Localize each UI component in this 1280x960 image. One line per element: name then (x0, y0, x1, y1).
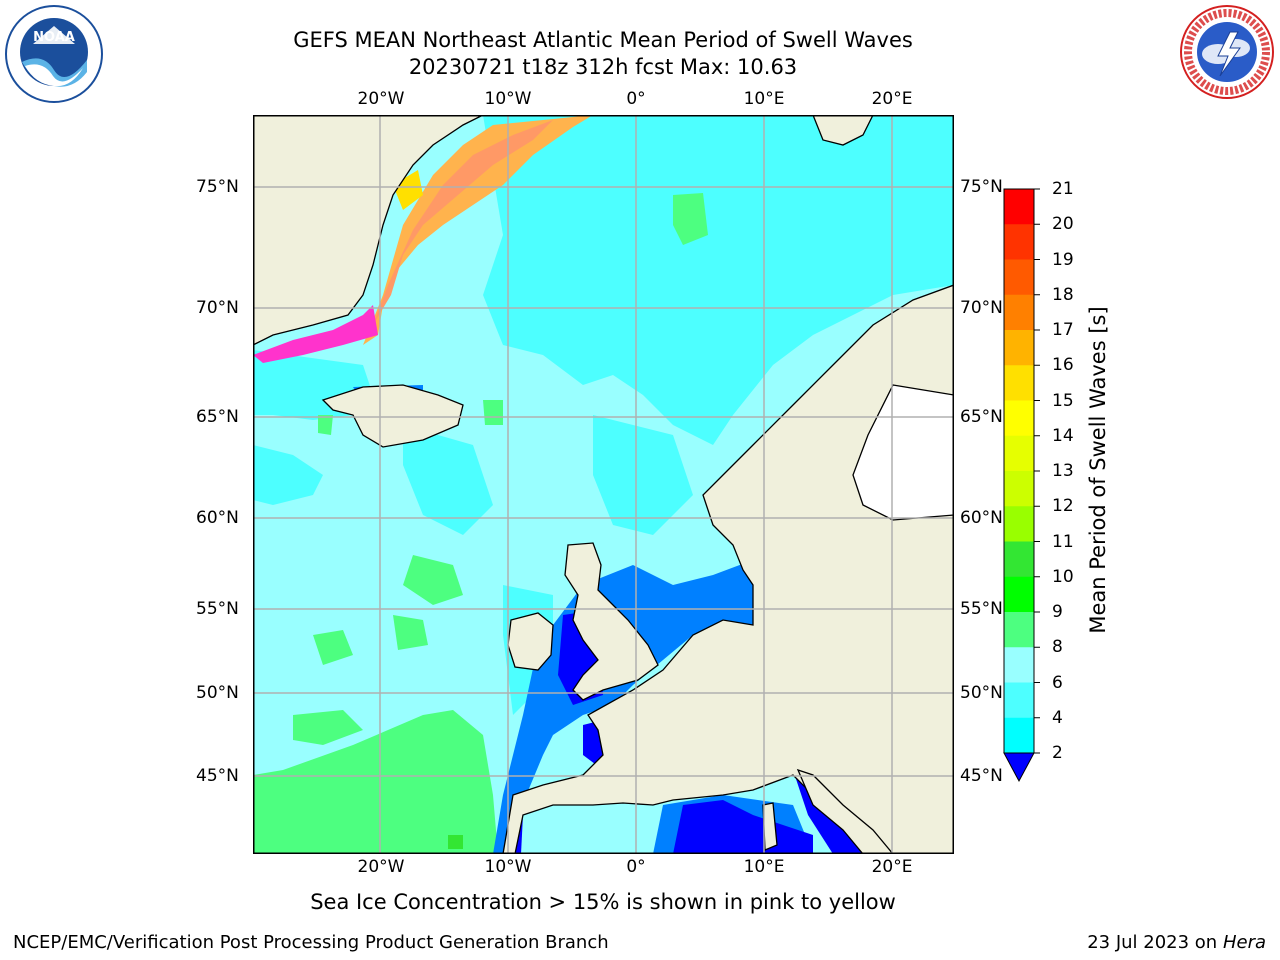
chart-subtitle: 20230721 t18z 312h fcst Max: 10.63 (408, 55, 798, 79)
swell-period-map (253, 115, 954, 854)
colorbar-tick-label: 15 (1052, 390, 1074, 411)
colorbar-tick-label: 14 (1052, 425, 1074, 446)
colorbar-tick-label: 10 (1052, 566, 1074, 587)
footer-credit: NCEP/EMC/Verification Post Processing Pr… (13, 932, 609, 953)
chart-title: GEFS MEAN Northeast Atlantic Mean Period… (293, 28, 913, 52)
colorbar-swatch (1004, 506, 1034, 542)
footer-date: 23 Jul 2023 on Hera (1087, 932, 1266, 953)
colorbar-swatch (1004, 647, 1034, 683)
lat-label-right: 65°N (960, 407, 1003, 427)
lat-label-right: 75°N (960, 177, 1003, 197)
colorbar-swatch (1004, 576, 1034, 613)
graticule (253, 115, 954, 854)
lat-label-left: 65°N (196, 407, 239, 427)
colorbar-swatch (1004, 612, 1034, 648)
colorbar-swatch (1004, 717, 1034, 754)
colorbar-tick-label: 6 (1052, 672, 1063, 693)
footer-host: Hera (1222, 932, 1266, 953)
scandinavia-no-data (852, 384, 954, 521)
colorbar-tick-label: 13 (1052, 461, 1074, 481)
continental-europe (502, 284, 954, 854)
footer-date-text: 23 Jul 2023 on (1087, 932, 1223, 953)
iceland (321, 384, 464, 448)
colorbar-swatch (1004, 294, 1034, 331)
map-frame (253, 115, 954, 854)
lat-label-left: 55°N (196, 599, 239, 619)
colorbar-extend-arrow (1003, 752, 1035, 783)
sea-ice-region (253, 115, 593, 363)
colorbar-tick-label: 20 (1052, 214, 1074, 235)
colorbar-swatch (1004, 224, 1034, 260)
colorbar-swatch (1004, 330, 1034, 366)
lat-label-left: 75°N (196, 177, 239, 197)
lat-label-right: 70°N (960, 298, 1003, 318)
ireland (507, 612, 554, 671)
lat-label-left: 50°N (196, 683, 239, 703)
lon-label-top: 0° (626, 89, 646, 109)
great-britain (564, 542, 659, 701)
colorbar-title: Mean Period of Swell Waves [s] (1086, 306, 1110, 634)
lon-label-bottom: 20°E (871, 857, 913, 877)
lon-label-bottom: 10°E (743, 857, 785, 877)
lat-label-left: 60°N (196, 508, 239, 528)
colorbar-swatch (1004, 365, 1034, 401)
colorbar-swatch (1004, 259, 1034, 296)
lon-label-bottom: 20°W (357, 857, 405, 877)
italy (796, 768, 894, 854)
lat-label-right: 50°N (960, 683, 1003, 703)
colorbar (1003, 188, 1040, 783)
colorbar-tick-label: 2 (1052, 743, 1063, 763)
lat-label-right: 45°N (960, 766, 1003, 786)
lon-label-top: 10°W (484, 89, 532, 109)
lat-label-right: 55°N (960, 599, 1003, 619)
lat-label-left: 45°N (196, 766, 239, 786)
noaa-logo-text: NOAA (33, 30, 75, 45)
landmass (253, 115, 954, 854)
greenland (253, 115, 484, 346)
colorbar-tick-label: 4 (1052, 707, 1063, 728)
colorbar-swatch (1004, 682, 1034, 719)
swell-9-10s-region (253, 193, 708, 854)
lon-label-top: 10°E (743, 89, 785, 109)
colorbar-tick-label: 12 (1052, 496, 1074, 517)
colorbar-tick-label: 8 (1052, 637, 1063, 658)
sea-ice-caption: Sea Ice Concentration > 15% is shown in … (310, 890, 896, 914)
lat-label-left: 70°N (196, 298, 239, 318)
lat-label-right: 60°N (960, 508, 1003, 528)
colorbar-tick-label: 9 (1052, 602, 1063, 622)
lon-label-bottom: 10°W (484, 857, 532, 877)
colorbar-swatch (1004, 435, 1034, 472)
colorbar-swatch (1004, 189, 1034, 225)
colorbar-swatch (1004, 400, 1034, 437)
nws-logo (1180, 5, 1274, 99)
svalbard (812, 115, 874, 146)
lon-label-top: 20°E (871, 89, 913, 109)
lon-label-top: 20°W (357, 89, 405, 109)
colorbar-tick-label: 18 (1052, 284, 1074, 305)
swell-11s-spot (448, 835, 463, 849)
colorbar-tick-label: 17 (1052, 320, 1074, 340)
lon-label-bottom: 0° (626, 857, 646, 877)
colorbar-tick-label: 11 (1052, 531, 1074, 552)
colorbar-swatch (1004, 541, 1034, 578)
colorbar-swatch (1004, 471, 1034, 507)
colorbar-tick-label: 16 (1052, 355, 1074, 376)
colorbar-tick-label: 19 (1052, 249, 1074, 270)
colorbar-tick-label: 21 (1052, 179, 1074, 199)
noaa-logo: NOAA (5, 5, 103, 103)
